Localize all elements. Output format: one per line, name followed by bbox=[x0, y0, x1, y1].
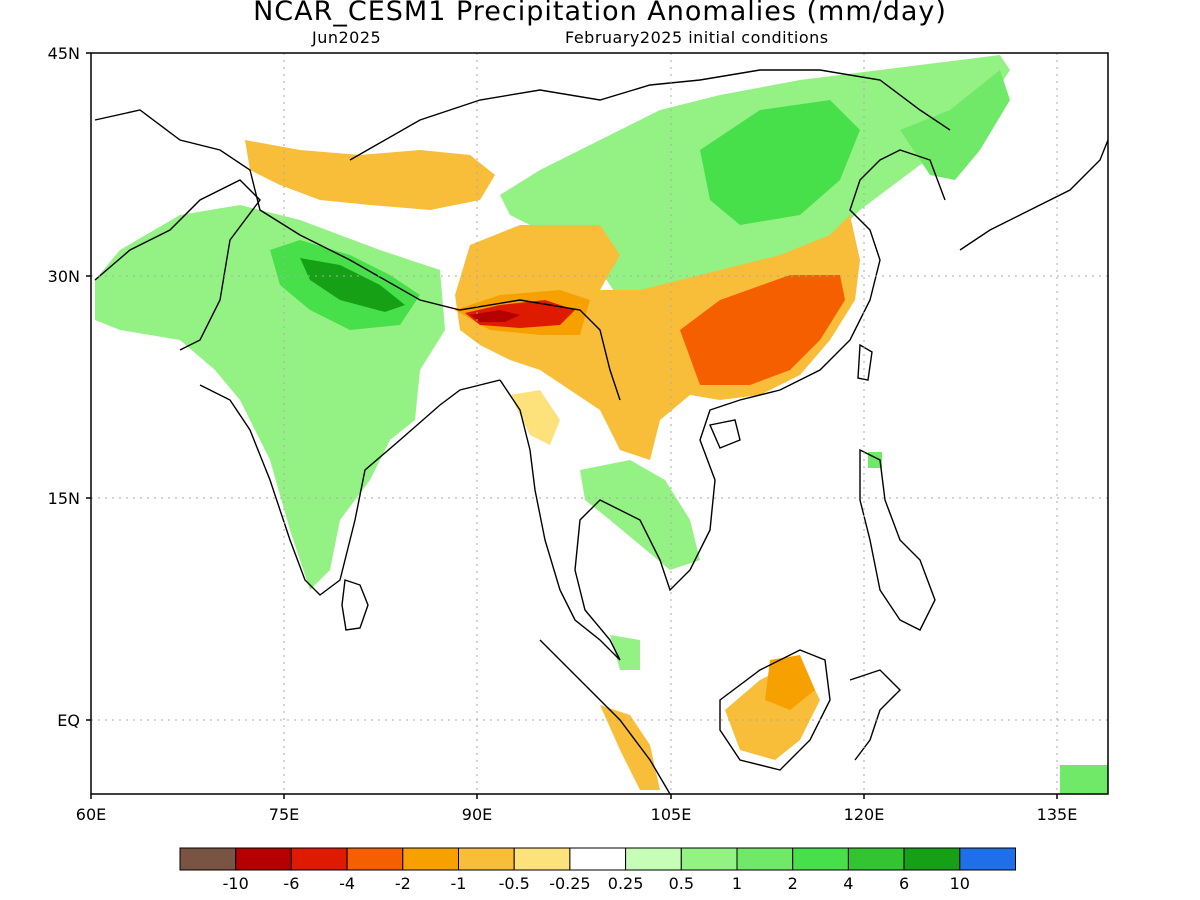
colorbar-label: 1 bbox=[732, 874, 742, 893]
green-korea bbox=[900, 70, 1010, 180]
colorbar-swatch bbox=[847, 847, 905, 871]
orange-sumatra bbox=[600, 705, 660, 790]
taiwan-coastline bbox=[857, 343, 873, 381]
green-north-china-core bbox=[700, 100, 860, 225]
initial-conditions-label: February2025 initial conditions bbox=[565, 28, 829, 47]
colorbar-swatch bbox=[346, 847, 404, 871]
map-title: NCAR_CESM1 Precipitation Anomalies (mm/d… bbox=[253, 0, 947, 27]
colorbar-swatch bbox=[903, 847, 961, 871]
sri-lanka-coastline bbox=[341, 579, 369, 631]
forecast-month: Jun2025 bbox=[312, 28, 382, 47]
anomaly-field bbox=[95, 55, 1108, 794]
green-sumatra bbox=[610, 635, 640, 670]
colorbar-swatch bbox=[625, 847, 682, 871]
lat-label: 15N bbox=[48, 489, 80, 508]
lon-label: 105E bbox=[651, 805, 692, 824]
colorbar-swatch bbox=[179, 847, 237, 871]
colorbar-label: -0.25 bbox=[549, 874, 590, 893]
colorbar bbox=[179, 847, 1016, 871]
colorbar-swatch bbox=[569, 847, 627, 871]
indochina-coastline bbox=[499, 149, 946, 661]
colorbar-label: -10 bbox=[223, 874, 249, 893]
colorbar-swatch bbox=[290, 847, 348, 871]
lon-label: 75E bbox=[269, 805, 299, 824]
orange-borneo-core bbox=[765, 655, 815, 710]
coastlines bbox=[94, 69, 1108, 794]
japan-coastline bbox=[959, 139, 1108, 251]
colorbar-label: -6 bbox=[283, 874, 299, 893]
colorbar-swatch bbox=[235, 847, 292, 871]
orange-south-china bbox=[455, 215, 860, 460]
orange-south-china-core bbox=[680, 275, 845, 385]
green-indochina bbox=[580, 460, 700, 570]
lat-labels: 45N 30N 15N EQ bbox=[48, 44, 80, 730]
colorbar-label: 0.5 bbox=[669, 874, 694, 893]
lon-label: 60E bbox=[76, 805, 106, 824]
colorbar-swatch bbox=[458, 847, 515, 871]
green-india bbox=[95, 205, 445, 590]
orange-tibet-west bbox=[245, 140, 495, 210]
colorbar-swatch bbox=[792, 847, 849, 871]
colorbar-label: -0.5 bbox=[499, 874, 530, 893]
colorbar-label: -2 bbox=[395, 874, 411, 893]
colorbar-label: -1 bbox=[451, 874, 467, 893]
green-nepal-core bbox=[300, 258, 405, 312]
colorbar-swatch bbox=[402, 847, 459, 871]
lon-labels: 60E 75E 90E 105E 120E 135E bbox=[76, 805, 1078, 824]
colorbar-label: 4 bbox=[843, 874, 853, 893]
frame-ticks bbox=[86, 52, 1058, 799]
graticule bbox=[91, 53, 1108, 794]
colorbar-swatch bbox=[736, 847, 794, 871]
colorbar-swatch bbox=[959, 847, 1016, 871]
india-coastline bbox=[199, 379, 501, 596]
china-border bbox=[349, 69, 951, 161]
lat-label: EQ bbox=[57, 711, 80, 730]
colorbar-label: 10 bbox=[950, 874, 970, 893]
central-asia-border bbox=[94, 109, 621, 401]
pakistan-border bbox=[94, 179, 261, 351]
colorbar-labels: -10 -6 -4 -2 -1 -0.5 -0.25 0.25 0.5 1 2 4 6 10 bbox=[223, 874, 970, 893]
philippines-coastline bbox=[859, 448, 936, 631]
hainan-coastline bbox=[709, 419, 741, 449]
colorbar-label: -4 bbox=[339, 874, 355, 893]
lon-label: 120E bbox=[844, 805, 885, 824]
colorbar-label: 6 bbox=[899, 874, 909, 893]
colorbar-swatch bbox=[680, 847, 738, 871]
darkred-bhutan-core bbox=[470, 310, 520, 322]
lon-label: 90E bbox=[462, 805, 492, 824]
sulawesi-coastline bbox=[849, 669, 901, 761]
green-new-guinea bbox=[1060, 765, 1108, 794]
yellow-myanmar bbox=[510, 390, 560, 445]
lon-label: 135E bbox=[1037, 805, 1078, 824]
map-frame bbox=[90, 52, 1109, 795]
colorbar-label: 0.25 bbox=[608, 874, 644, 893]
colorbar-swatch bbox=[513, 847, 571, 871]
lat-label: 30N bbox=[48, 267, 80, 286]
lat-label: 45N bbox=[48, 44, 80, 63]
sumatra-coastline bbox=[539, 639, 671, 794]
colorbar-label: 2 bbox=[788, 874, 798, 893]
